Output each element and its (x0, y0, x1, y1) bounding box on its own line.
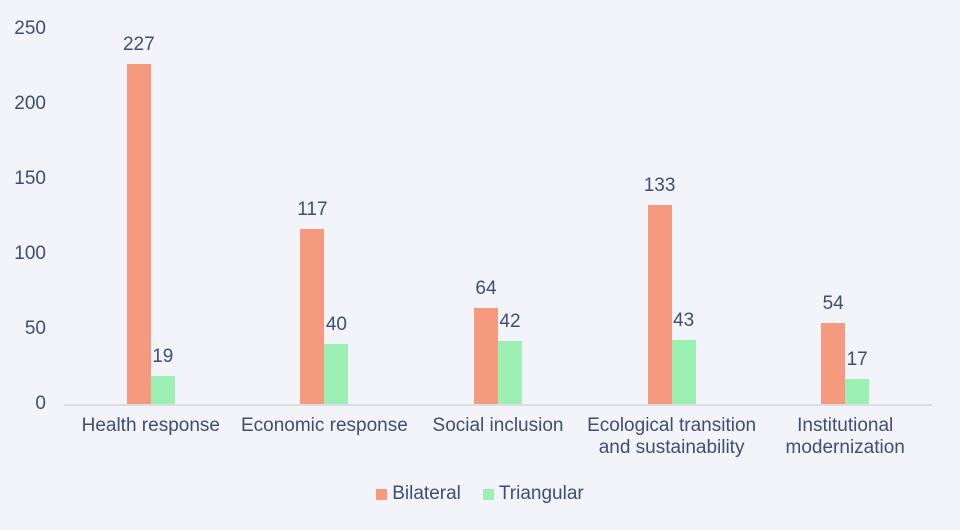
y-axis-tick-label: 0 (35, 393, 46, 414)
legend-label-triangular: Triangular (498, 483, 584, 504)
value-label: 40 (325, 314, 347, 335)
x-axis-category-label: Economic response (240, 415, 408, 436)
legend-item-bilateral[interactable]: Bilateral (376, 483, 461, 505)
y-axis-tick-label: 50 (24, 318, 46, 339)
value-label: 19 (152, 345, 174, 367)
value-label: 17 (846, 348, 868, 370)
bar-triangular[interactable] (324, 344, 349, 404)
bar-bilateral[interactable] (474, 308, 498, 404)
value-label: 117 (297, 198, 328, 220)
legend-label-bilateral: Bilateral (392, 483, 461, 504)
bar-bilateral[interactable] (821, 323, 846, 404)
value-label: 133 (643, 174, 676, 196)
x-axis-line (64, 404, 932, 406)
y-axis-tick-label: 200 (14, 93, 46, 114)
triangular-swatch-icon (482, 488, 494, 500)
value-label: 64 (475, 278, 497, 299)
y-axis-tick-label: 250 (14, 18, 46, 39)
x-axis-category-label: Institutional modernization (785, 415, 905, 458)
y-axis-tick-label: 150 (14, 168, 46, 189)
value-label: 227 (122, 33, 155, 55)
legend-item-triangular[interactable]: Triangular (482, 483, 584, 505)
bar-triangular[interactable] (671, 339, 696, 404)
y-axis-tick-label: 100 (14, 243, 46, 264)
value-label: 43 (673, 309, 695, 331)
bar-bilateral[interactable] (300, 228, 325, 404)
x-axis-category-label: Health response (81, 415, 220, 436)
value-label: 54 (822, 293, 844, 314)
x-axis-category-label: Social inclusion (432, 415, 564, 436)
bar-triangular[interactable] (498, 341, 522, 404)
bar-triangular[interactable] (150, 375, 175, 404)
bar-bilateral[interactable] (126, 63, 151, 404)
value-label: 42 (499, 311, 521, 332)
legend: Bilateral Triangular (0, 483, 960, 505)
bar-triangular[interactable] (845, 378, 870, 404)
bilateral-swatch-icon (376, 488, 388, 500)
bar-bilateral[interactable] (647, 204, 672, 404)
x-axis-category-label: Ecological transition and sustainability (587, 415, 757, 458)
